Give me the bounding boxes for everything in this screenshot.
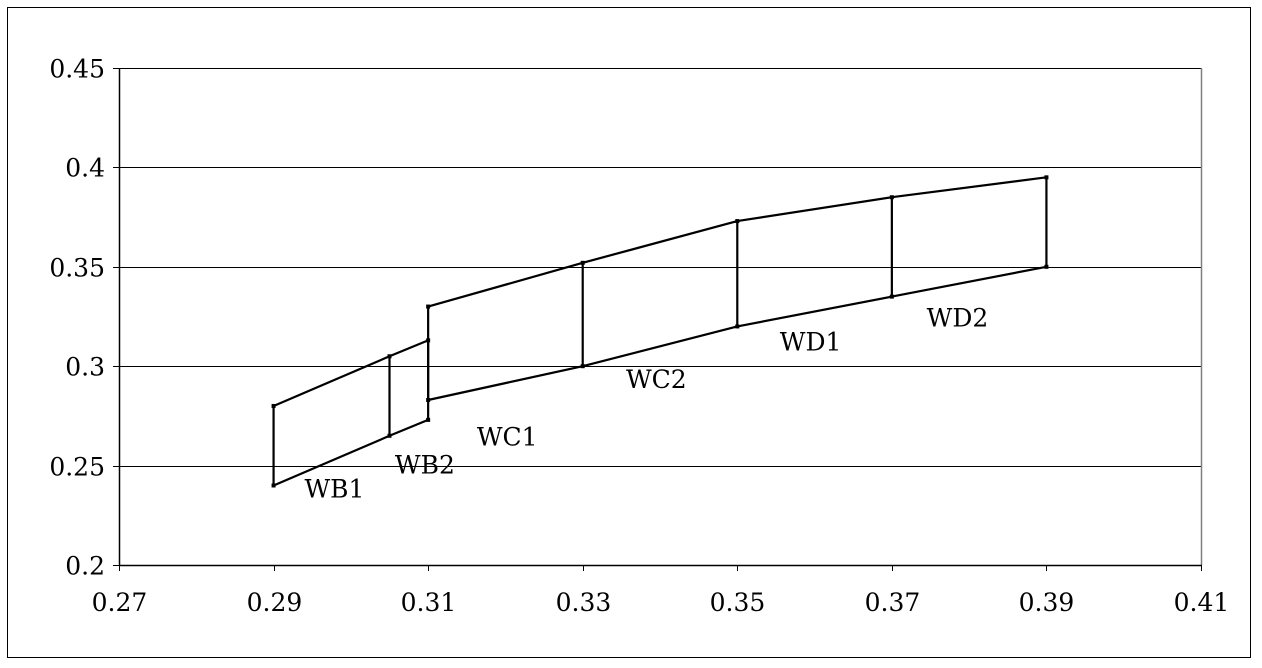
region-label-wb2: WB2 [395,451,455,480]
y-tick-label: 0.3 [65,353,105,382]
x-tick-label: 0.39 [1019,588,1075,617]
grid-lines [119,68,1201,467]
chart-frame [7,7,1251,658]
tick-labels: 0.2 0.25 0.3 0.35 0.4 0.45 0.27 0.29 0.31 0.33 0.3… [49,55,1229,618]
x-tick-label: 0.33 [556,588,612,617]
y-tick-label: 0.2 [65,552,105,581]
region-label-wd2: WD2 [927,303,989,332]
region-label-wc1: WC1 [477,423,538,452]
x-tick-label: 0.31 [401,588,457,617]
series-line-1 [273,339,429,408]
region-label-wc2: WC2 [626,365,687,394]
y-tick-label: 0.4 [65,154,105,183]
region-labels: WB1 WB2 WC1 WC2 WD1 WD2 [304,303,988,503]
axes [113,68,1203,571]
x-tick-label: 0.41 [1174,588,1230,617]
region-label-wb1: WB1 [304,474,364,503]
x-tick-label: 0.27 [92,588,148,617]
region-label-wd1: WD1 [780,327,842,356]
y-tick-label: 0.45 [49,55,105,84]
x-tick-label: 0.29 [247,588,303,617]
x-tick-label: 0.37 [865,588,921,617]
x-tick-label: 0.35 [710,588,766,617]
series-lines [271,175,1049,488]
y-tick-label: 0.35 [49,254,105,283]
y-tick-label: 0.25 [49,453,105,482]
